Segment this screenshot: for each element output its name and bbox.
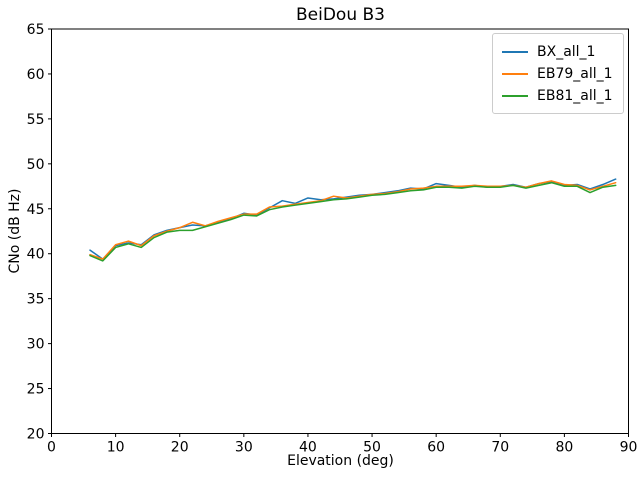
svg-text:50: 50 xyxy=(27,157,45,173)
legend-label: EB79_all_1 xyxy=(537,66,613,82)
svg-text:50: 50 xyxy=(363,440,381,456)
legend-line-icon xyxy=(502,73,528,75)
legend: BX_all_1 EB79_all_1 EB81_all_1 xyxy=(492,33,624,114)
svg-text:45: 45 xyxy=(27,202,45,218)
x-axis-label: Elevation (deg) xyxy=(287,453,394,469)
svg-text:35: 35 xyxy=(27,292,45,308)
svg-text:40: 40 xyxy=(27,247,45,263)
y-axis-label: CNo (dB Hz) xyxy=(7,188,23,274)
legend-entry: EB81_all_1 xyxy=(502,85,614,107)
legend-label: BX_all_1 xyxy=(537,44,596,60)
svg-text:60: 60 xyxy=(27,67,45,83)
svg-text:65: 65 xyxy=(27,22,45,38)
chart-title: BeiDou B3 xyxy=(296,5,385,25)
legend-line-icon xyxy=(502,95,528,97)
svg-text:20: 20 xyxy=(171,440,189,456)
svg-text:0: 0 xyxy=(47,440,56,456)
legend-entry: EB79_all_1 xyxy=(502,63,614,85)
legend-label: EB81_all_1 xyxy=(537,88,613,104)
svg-text:25: 25 xyxy=(27,382,45,398)
svg-text:40: 40 xyxy=(299,440,317,456)
svg-text:90: 90 xyxy=(620,440,638,456)
svg-text:30: 30 xyxy=(235,440,253,456)
svg-text:30: 30 xyxy=(27,337,45,353)
svg-text:60: 60 xyxy=(427,440,445,456)
svg-text:10: 10 xyxy=(107,440,125,456)
svg-text:80: 80 xyxy=(555,440,573,456)
legend-line-icon xyxy=(502,51,528,53)
svg-text:55: 55 xyxy=(27,112,45,128)
svg-text:70: 70 xyxy=(491,440,509,456)
legend-entry: BX_all_1 xyxy=(502,41,614,63)
svg-text:20: 20 xyxy=(27,427,45,443)
